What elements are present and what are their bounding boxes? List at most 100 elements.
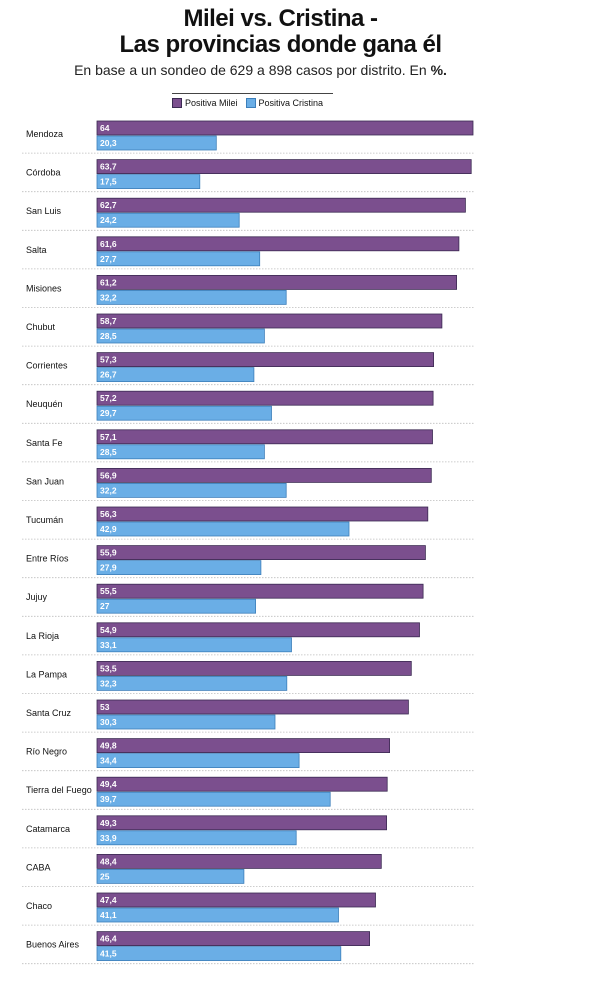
legend-label-cristina: Positiva Cristina <box>258 98 324 108</box>
value-label-cristina-santa-fe: 28,5 <box>100 447 117 457</box>
value-label-milei-neuquen: 57,2 <box>100 393 117 403</box>
value-label-milei-chubut: 58,7 <box>100 316 117 326</box>
value-label-milei-santa-fe: 57,1 <box>100 432 117 442</box>
bar-cristina-caba <box>96 869 245 884</box>
value-label-cristina-tierra-del-fuego: 39,7 <box>100 794 117 804</box>
value-label-milei-san-luis: 62,7 <box>100 200 117 210</box>
category-label-salta: Salta <box>26 245 47 255</box>
bar-cristina-cordoba <box>96 174 201 190</box>
bar-milei-san-juan <box>96 467 432 483</box>
bar-milei-tierra-del-fuego <box>96 776 388 792</box>
category-label-chubut: Chubut <box>26 322 56 332</box>
bar-milei-tucuman <box>96 506 429 522</box>
value-label-cristina-san-juan: 32,2 <box>100 485 117 495</box>
value-label-cristina-la-rioja: 33,1 <box>100 640 117 650</box>
category-label-jujuy: Jujuy <box>26 592 48 602</box>
bar-milei-santa-fe <box>96 429 433 445</box>
value-label-milei-san-juan: 56,9 <box>100 470 117 480</box>
value-label-milei-catamarca: 49,3 <box>100 818 117 828</box>
bar-milei-cordoba <box>96 159 472 175</box>
bar-cristina-chubut <box>96 328 265 344</box>
value-label-milei-cordoba: 63,7 <box>100 162 117 172</box>
value-label-cristina-rio-negro: 34,4 <box>100 756 117 766</box>
bar-milei-jujuy <box>96 583 424 599</box>
value-label-cristina-jujuy: 27 <box>100 601 110 611</box>
bar-milei-misiones <box>96 274 458 290</box>
legend-item-milei: Positiva Milei <box>172 98 238 108</box>
value-label-milei-la-pampa: 53,5 <box>100 663 117 673</box>
value-label-cristina-caba: 25 <box>100 871 110 881</box>
category-label-la-rioja: La Rioja <box>26 631 59 641</box>
value-label-milei-salta: 61,6 <box>100 239 117 249</box>
bar-cristina-mendoza <box>96 135 217 151</box>
bar-cristina-la-pampa <box>96 676 288 691</box>
chart-subtitle: En base a un sondeo de 629 a 898 casos p… <box>0 62 521 78</box>
bar-cristina-corrientes <box>96 367 255 383</box>
category-label-entre-rios: Entre Ríos <box>26 554 69 564</box>
bar-milei-corrientes <box>96 352 435 368</box>
value-label-cristina-catamarca: 33,9 <box>100 833 117 843</box>
legend-swatch-milei <box>172 98 182 108</box>
bar-cristina-san-luis <box>96 212 240 228</box>
bar-milei-buenos-aires <box>96 931 371 946</box>
value-label-cristina-buenos-aires: 41,5 <box>100 949 117 959</box>
bar-milei-neuquen <box>96 390 434 406</box>
bar-cristina-san-juan <box>96 482 287 498</box>
category-label-mendoza: Mendoza <box>26 129 63 139</box>
category-label-misiones: Misiones <box>26 283 62 293</box>
value-label-cristina-mendoza: 20,3 <box>100 138 117 148</box>
bar-cristina-rio-negro <box>96 753 300 768</box>
category-label-san-luis: San Luis <box>26 206 62 216</box>
value-label-cristina-la-pampa: 32,3 <box>100 678 117 688</box>
value-label-cristina-santa-cruz: 30,3 <box>100 717 117 727</box>
category-label-buenos-aires: Buenos Aires <box>26 940 80 950</box>
category-label-tierra-del-fuego: Tierra del Fuego <box>26 785 92 795</box>
chart-title-line-2: Las provincias donde gana él <box>119 31 442 58</box>
value-label-milei-mendoza: 64 <box>100 123 110 133</box>
bar-cristina-santa-fe <box>96 444 265 460</box>
value-label-milei-tierra-del-fuego: 49,4 <box>100 779 117 789</box>
bar-milei-san-luis <box>96 197 466 213</box>
bar-milei-salta <box>96 236 460 252</box>
category-label-cordoba: Córdoba <box>26 168 61 178</box>
bar-cristina-chaco <box>96 907 339 923</box>
bar-cristina-santa-cruz <box>96 714 276 730</box>
bar-cristina-entre-rios <box>96 560 262 575</box>
bar-cristina-catamarca <box>96 830 297 846</box>
value-label-milei-buenos-aires: 46,4 <box>100 934 117 944</box>
value-label-cristina-misiones: 32,2 <box>100 292 117 302</box>
legend-item-cristina: Positiva Cristina <box>245 98 324 108</box>
bar-cristina-salta <box>96 251 261 267</box>
value-label-cristina-entre-rios: 27,9 <box>100 563 117 573</box>
category-label-santa-cruz: Santa Cruz <box>26 708 72 718</box>
value-label-milei-tucuman: 56,3 <box>100 509 117 519</box>
bar-milei-rio-negro <box>96 738 391 753</box>
value-label-cristina-chubut: 28,5 <box>100 331 117 341</box>
value-label-cristina-neuquen: 29,7 <box>100 408 117 418</box>
bar-milei-santa-cruz <box>96 699 409 715</box>
value-label-milei-caba: 48,4 <box>100 856 117 866</box>
bar-milei-la-rioja <box>96 622 420 638</box>
bar-cristina-tierra-del-fuego <box>96 791 331 807</box>
value-label-milei-santa-cruz: 53 <box>100 702 110 712</box>
category-label-corrientes: Corrientes <box>26 361 68 371</box>
bar-milei-chaco <box>96 892 376 908</box>
subtitle-text: En base a un sondeo de 629 a 898 casos p… <box>74 62 431 78</box>
value-label-milei-chaco: 47,4 <box>100 895 117 905</box>
value-label-cristina-san-luis: 24,2 <box>100 215 117 225</box>
bar-milei-caba <box>96 854 382 869</box>
bar-cristina-la-rioja <box>96 637 292 653</box>
value-label-cristina-chaco: 41,1 <box>100 910 117 920</box>
value-label-cristina-tucuman: 42,9 <box>100 524 117 534</box>
category-label-la-pampa: La Pampa <box>26 669 67 679</box>
value-label-milei-entre-rios: 55,9 <box>100 548 117 558</box>
bar-milei-catamarca <box>96 815 388 831</box>
value-label-milei-jujuy: 55,5 <box>100 586 117 596</box>
value-label-milei-la-rioja: 54,9 <box>100 625 117 635</box>
subtitle-unit: %. <box>430 62 447 78</box>
category-label-chaco: Chaco <box>26 901 52 911</box>
bar-milei-la-pampa <box>96 661 412 676</box>
bar-cristina-misiones <box>96 289 287 305</box>
category-label-santa-fe: Santa Fe <box>26 438 63 448</box>
